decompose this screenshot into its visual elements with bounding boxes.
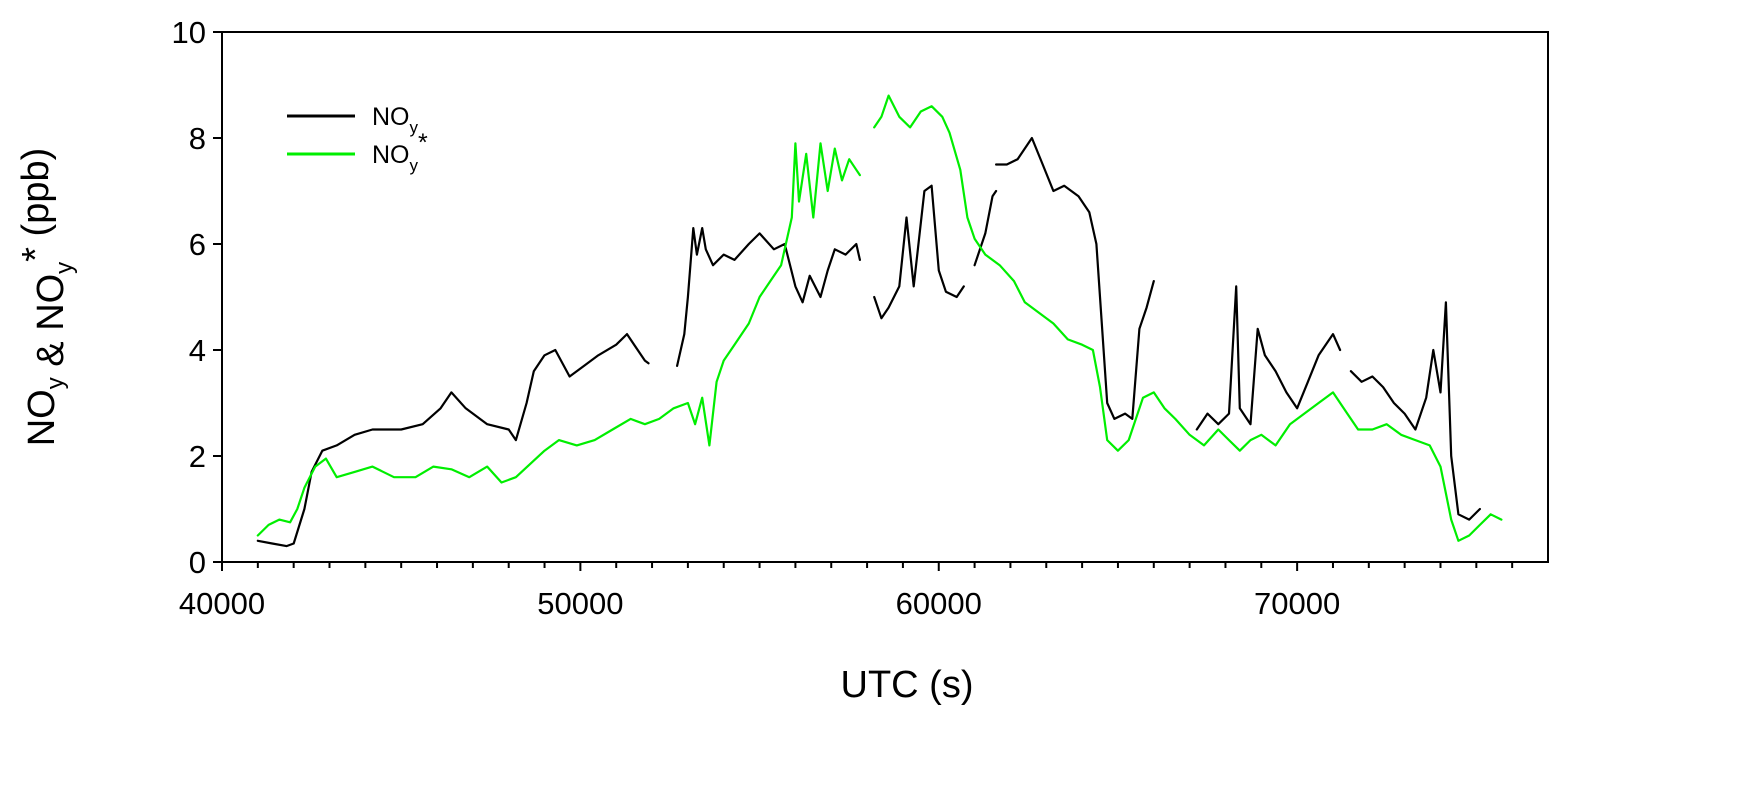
- series-line-1-segment-0: [256, 142, 861, 537]
- y-axis-title-part: (ppb): [15, 148, 57, 247]
- series-line-0-segment-5: [1195, 285, 1342, 431]
- y-tick-label: 4: [189, 333, 206, 368]
- legend-label-0: NOy: [372, 103, 419, 137]
- series-line-0-segment-6: [1349, 301, 1481, 521]
- y-tick-label: 8: [189, 121, 206, 156]
- series-line-0-segment-1: [676, 227, 861, 367]
- y-tick-label: 6: [189, 227, 206, 262]
- plot-border: [221, 31, 1549, 563]
- plot-frame: [221, 31, 1549, 563]
- y-axis-title-part: &: [30, 331, 72, 377]
- series-line-0-segment-2: [873, 184, 965, 320]
- x-tick-label: 50000: [537, 586, 623, 621]
- axes-layer: 0 2 4 6 8 10 40000 50000 60000 70000: [172, 15, 1514, 621]
- y-tick-label: 0: [189, 545, 206, 580]
- x-tick-label: 60000: [896, 586, 982, 621]
- series-line-0-segment-3: [973, 189, 998, 267]
- y-axis-title-subscript: y: [42, 377, 69, 389]
- y-tick-label: 10: [172, 15, 206, 50]
- series-layer: [256, 94, 1503, 548]
- y-axis-title-part: NO: [30, 274, 72, 331]
- y-tick-label: 2: [189, 439, 206, 474]
- series-line-1-segment-1: [873, 94, 1503, 542]
- series-line-0-segment-4: [995, 136, 1155, 420]
- x-axis-title: UTC (s): [841, 664, 974, 706]
- y-axis-title: NOy & NOy* (ppb): [15, 148, 78, 447]
- y-axis-title-spacer: *: [15, 247, 57, 262]
- y-axis-title-subscript: y: [51, 262, 78, 274]
- legend-label-1: NOy*: [372, 129, 428, 175]
- x-tick-label: 70000: [1254, 586, 1340, 621]
- series-line-0-segment-0: [256, 333, 650, 548]
- x-tick-label: 40000: [179, 586, 265, 621]
- y-axis-title-part: NO: [21, 389, 63, 446]
